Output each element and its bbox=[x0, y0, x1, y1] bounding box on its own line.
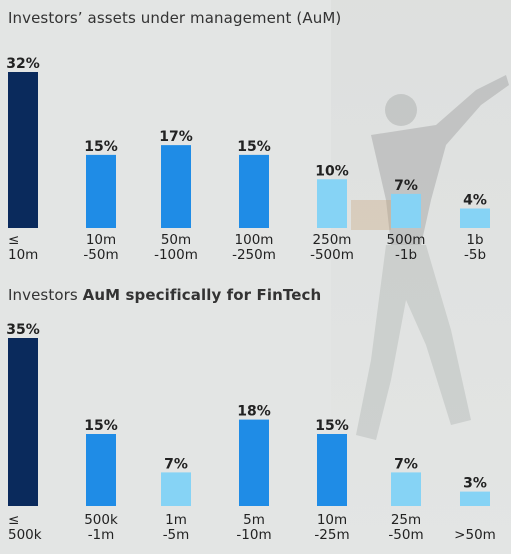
bar bbox=[460, 491, 490, 506]
tick-label: 500k bbox=[84, 512, 118, 528]
data-label: 7% bbox=[394, 178, 418, 194]
bar bbox=[239, 419, 269, 506]
bar bbox=[391, 472, 421, 506]
tick-label: >50m bbox=[454, 527, 496, 543]
bar bbox=[161, 472, 191, 506]
data-label: 7% bbox=[164, 456, 188, 472]
tick-label: 5m bbox=[243, 512, 265, 528]
tick-label: 1b bbox=[466, 232, 483, 248]
tick-label: ≤ bbox=[8, 512, 19, 528]
tick-label: 1m bbox=[165, 512, 187, 528]
bar bbox=[460, 208, 490, 228]
bar bbox=[86, 434, 116, 506]
tick-label: -1m bbox=[88, 527, 115, 543]
data-label: 10% bbox=[315, 163, 349, 179]
bar bbox=[317, 434, 347, 506]
tick-label: 10m bbox=[86, 232, 116, 248]
bar bbox=[391, 193, 421, 228]
tick-label: -10m bbox=[236, 527, 271, 543]
tick-label: 250m bbox=[313, 232, 352, 248]
tick-label: -50m bbox=[83, 247, 118, 263]
tick-label: 25m bbox=[391, 512, 421, 528]
tick-label: -100m bbox=[154, 247, 198, 263]
data-label: 15% bbox=[315, 418, 349, 434]
bar-chart-aum: 32%≤10m15%10m-50m17%50m-100m15%100m-250m… bbox=[6, 56, 490, 263]
bar bbox=[86, 154, 116, 228]
bar-chart-fintech-aum: 35%≤500k15%500k-1m7%1m-5m18%5m-10m15%10m… bbox=[6, 322, 496, 543]
bar bbox=[161, 145, 191, 228]
chart-title: Investors AuM specifically for FinTech bbox=[8, 286, 322, 304]
tick-label: -25m bbox=[314, 527, 349, 543]
tick-label: 10m bbox=[8, 247, 38, 263]
bar bbox=[8, 338, 38, 506]
tick-label: 500m bbox=[387, 232, 426, 248]
data-label: 32% bbox=[6, 56, 40, 72]
data-label: 15% bbox=[84, 139, 118, 155]
tick-label: -250m bbox=[232, 247, 276, 263]
tick-label: -500m bbox=[310, 247, 354, 263]
tick-label: -1b bbox=[395, 247, 417, 263]
chart-panel-aum: Investors’ assets under management (AuM)… bbox=[6, 9, 490, 263]
tick-label: -5b bbox=[464, 247, 486, 263]
data-label: 15% bbox=[84, 418, 118, 434]
chart-panel-fintech-aum: Investors AuM specifically for FinTech 3… bbox=[0, 280, 511, 554]
tick-label: 10m bbox=[317, 512, 347, 528]
data-label: 17% bbox=[159, 129, 193, 145]
bar bbox=[317, 179, 347, 228]
data-label: 35% bbox=[6, 322, 40, 338]
tick-label: 50m bbox=[161, 232, 191, 248]
bar bbox=[8, 72, 38, 228]
data-label: 18% bbox=[237, 404, 271, 420]
tick-label: 500k bbox=[8, 527, 42, 543]
data-label: 3% bbox=[463, 476, 487, 492]
data-label: 15% bbox=[237, 139, 271, 155]
tick-label: ≤ bbox=[8, 232, 19, 248]
chart-title: Investors’ assets under management (AuM) bbox=[8, 9, 342, 27]
bar bbox=[239, 154, 269, 228]
data-label: 7% bbox=[394, 456, 418, 472]
tick-label: -50m bbox=[388, 527, 423, 543]
tick-label: -5m bbox=[163, 527, 190, 543]
data-label: 4% bbox=[463, 193, 487, 209]
tick-label: 100m bbox=[235, 232, 274, 248]
